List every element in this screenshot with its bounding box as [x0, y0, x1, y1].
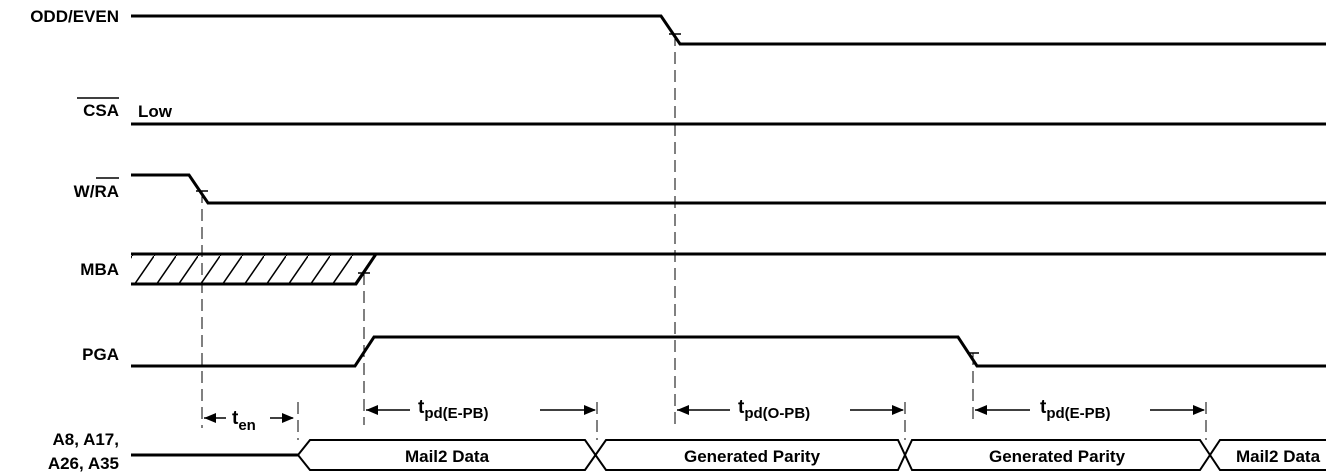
- signal-label-odd-even: ODD/EVEN: [30, 7, 119, 26]
- mba-invalid-region: [131, 254, 376, 284]
- signal-label-csa: CSA: [77, 97, 119, 120]
- bus-segment-label-1: Mail2 Data: [405, 447, 490, 466]
- signal-label-w-ra: W/RA: [74, 177, 119, 201]
- tpd-e-pb-1-arrow-right: [584, 405, 596, 415]
- signal-label-pga: PGA: [82, 345, 119, 364]
- tpd-o-pb-arrow-right: [892, 405, 904, 415]
- bus-segment-outline: [297, 439, 1326, 471]
- signal-label-bus-line1: A8, A17,: [53, 430, 119, 449]
- signal-label-mba: MBA: [80, 260, 119, 279]
- tpd-e-pb-2-label: tpd(E-PB): [1040, 397, 1110, 422]
- ten-label: ten: [232, 408, 256, 434]
- bus-segment-label-4: Mail2 Data: [1236, 447, 1321, 466]
- bus-segment-outline-bottom: [297, 439, 1326, 471]
- timing-tpd-o-pb: tpd(O-PB): [677, 397, 904, 422]
- bus-waveform: [131, 439, 1326, 471]
- signal-label-w-ra-text: W/RA: [74, 182, 119, 201]
- tpd-e-pb-1-label: tpd(E-PB): [418, 397, 488, 422]
- signal-label-csa-text: CSA: [83, 101, 119, 120]
- tpd-e-pb-1-arrow-left: [366, 405, 378, 415]
- tpd-e-pb-2-arrow-right: [1193, 405, 1205, 415]
- bus-segment-label-2: Generated Parity: [684, 447, 821, 466]
- bus-segment-label-3: Generated Parity: [989, 447, 1126, 466]
- timing-tpd-e-pb-2: tpd(E-PB): [975, 397, 1205, 422]
- timing-ten: ten: [204, 408, 294, 434]
- odd-even-waveform: [131, 14, 1326, 46]
- tpd-o-pb-arrow-left: [677, 405, 689, 415]
- timing-tpd-e-pb-1: tpd(E-PB): [366, 397, 596, 422]
- signal-label-bus-line2: A26, A35: [48, 454, 119, 473]
- pga-waveform: [131, 335, 1326, 368]
- csa-state-label: Low: [138, 102, 173, 121]
- tpd-o-pb-label: tpd(O-PB): [738, 397, 810, 422]
- w-ra-waveform: [131, 173, 1326, 205]
- ten-arrow-left: [204, 413, 216, 423]
- tpd-e-pb-2-arrow-left: [975, 405, 987, 415]
- mba-waveform-low: [131, 253, 378, 286]
- ten-arrow-right: [282, 413, 294, 423]
